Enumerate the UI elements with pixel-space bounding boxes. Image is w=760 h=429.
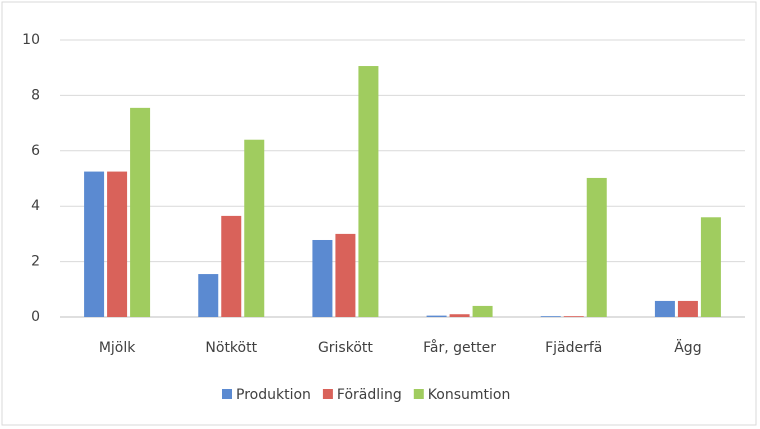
legend-swatch — [413, 389, 424, 399]
x-tick-label: Nötkött — [205, 340, 257, 356]
y-tick-label: 2 — [31, 254, 40, 270]
bar — [358, 66, 379, 318]
bar — [335, 233, 356, 317]
y-tick-label: 8 — [31, 87, 40, 103]
bar — [426, 315, 447, 317]
x-tick-label: Griskött — [318, 340, 373, 356]
bar — [107, 171, 128, 317]
x-tick-label: Fjäderfä — [545, 340, 602, 356]
y-tick-label: 0 — [31, 309, 40, 325]
y-tick-label: 4 — [31, 198, 40, 214]
bar — [449, 314, 470, 317]
legend-label: Förädling — [337, 387, 402, 403]
bar — [221, 215, 242, 317]
x-tick-label: Mjölk — [99, 340, 136, 356]
legend-label: Konsumtion — [428, 387, 511, 403]
legend-swatch — [222, 389, 232, 399]
bar — [472, 305, 493, 317]
bar — [130, 107, 151, 318]
y-tick-label: 10 — [22, 32, 40, 48]
y-tick-label: 6 — [31, 143, 40, 159]
bar — [244, 139, 265, 317]
legend-swatch — [322, 389, 333, 399]
bar — [198, 274, 219, 317]
bar — [677, 300, 698, 317]
bar — [700, 217, 721, 317]
bar — [312, 239, 333, 317]
bar — [540, 316, 561, 317]
bar — [84, 171, 105, 317]
x-tick-label: Får, getter — [423, 339, 496, 356]
bar — [586, 177, 607, 317]
x-tick-label: Ägg — [674, 338, 701, 356]
bar — [563, 316, 584, 317]
legend-label: Produktion — [236, 387, 311, 403]
bar — [654, 300, 675, 317]
